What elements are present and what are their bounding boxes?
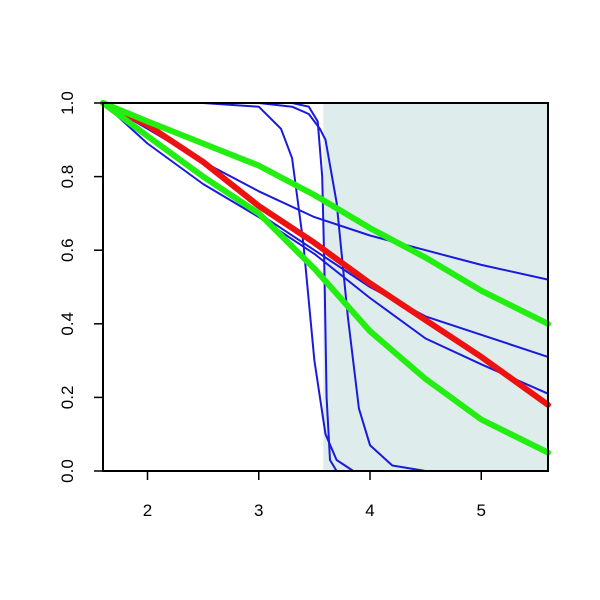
- x-tick-label: 3: [254, 501, 263, 520]
- shaded-region-layer: [323, 103, 548, 471]
- y-tick-label: 0.0: [58, 459, 77, 483]
- x-tick-label: 4: [365, 501, 374, 520]
- y-tick-label: 0.4: [58, 312, 77, 336]
- x-tick-label: 2: [143, 501, 152, 520]
- series-line-8: [100, 100, 551, 327]
- shaded-region: [323, 103, 548, 471]
- axes-layer: [102, 102, 549, 472]
- series-line-3: [102, 102, 549, 395]
- series-line-6: [102, 102, 549, 472]
- x-axis-ticks: 2 3 4 5: [143, 471, 486, 520]
- y-tick-label: 0.8: [58, 165, 77, 189]
- series-line-7: [100, 100, 551, 408]
- plot-frame: [102, 102, 549, 472]
- series-line-4: [102, 102, 549, 472]
- y-tick-label: 0.6: [58, 238, 77, 262]
- y-tick-label: 0.2: [58, 386, 77, 410]
- y-tick-label: 1.0: [58, 91, 77, 115]
- y-axis-ticks: 0.0 0.2 0.4 0.6 0.8 1.0: [58, 91, 103, 483]
- x-tick-label: 5: [477, 501, 486, 520]
- series-line-9: [100, 100, 551, 456]
